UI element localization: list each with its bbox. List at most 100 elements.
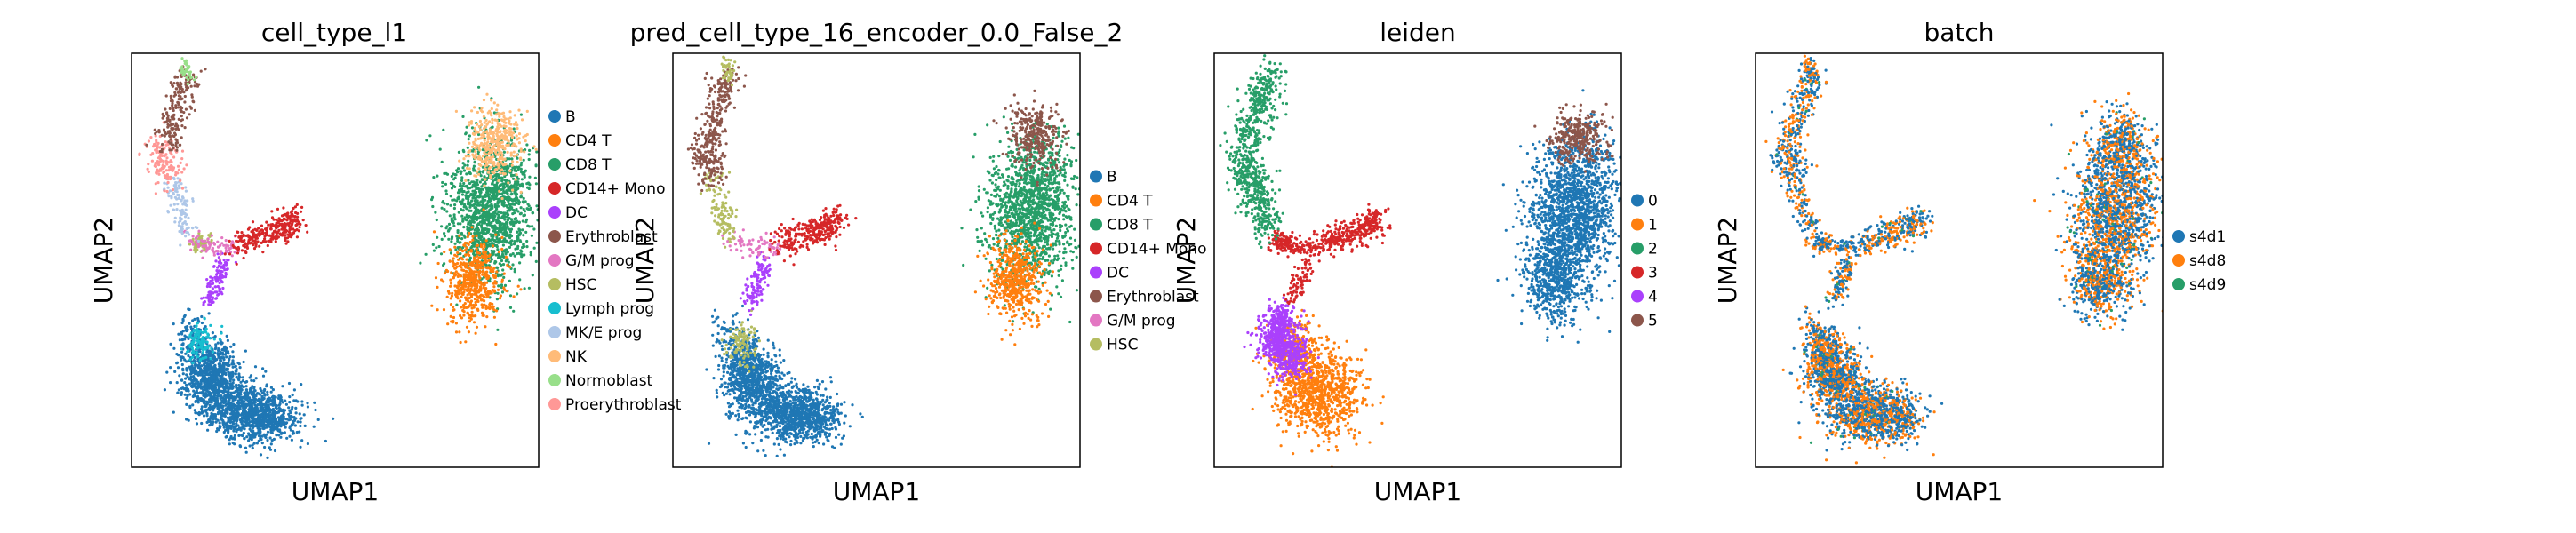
point xyxy=(251,220,255,224)
point xyxy=(210,378,213,381)
point xyxy=(238,386,242,389)
point xyxy=(516,167,520,171)
point xyxy=(447,237,451,241)
point xyxy=(185,222,188,226)
point xyxy=(169,138,172,141)
point xyxy=(528,148,532,152)
point xyxy=(449,203,452,207)
point xyxy=(211,371,215,375)
point xyxy=(499,171,502,175)
point xyxy=(219,358,222,362)
point xyxy=(474,303,478,306)
point xyxy=(240,422,244,426)
point xyxy=(473,210,476,213)
point xyxy=(229,382,233,386)
point xyxy=(280,398,284,402)
point xyxy=(185,418,188,421)
point xyxy=(282,213,285,217)
point xyxy=(440,160,444,163)
point xyxy=(478,195,482,198)
point xyxy=(204,239,207,243)
point xyxy=(492,111,497,115)
point xyxy=(220,265,225,268)
point xyxy=(212,409,215,412)
point xyxy=(299,424,302,428)
point xyxy=(196,84,200,88)
point xyxy=(482,200,485,203)
point xyxy=(487,147,491,151)
point xyxy=(519,190,523,194)
point xyxy=(292,218,295,221)
point xyxy=(515,173,518,177)
point xyxy=(205,278,209,282)
point xyxy=(166,125,170,129)
point xyxy=(508,133,512,137)
point xyxy=(263,387,267,392)
point xyxy=(187,216,190,219)
point xyxy=(314,408,317,412)
point xyxy=(192,73,196,76)
point xyxy=(251,419,254,423)
point xyxy=(522,243,525,246)
point xyxy=(173,370,177,373)
point xyxy=(520,161,524,164)
point xyxy=(456,239,460,243)
point xyxy=(477,167,481,171)
point xyxy=(487,213,491,217)
point xyxy=(265,230,268,234)
point xyxy=(221,421,225,425)
point xyxy=(266,390,269,394)
point xyxy=(303,424,307,427)
point xyxy=(244,446,248,449)
point xyxy=(190,95,194,99)
point xyxy=(292,227,295,231)
point xyxy=(543,139,546,141)
point xyxy=(431,204,435,209)
point xyxy=(500,155,504,159)
point xyxy=(174,104,178,107)
point xyxy=(255,432,259,435)
point xyxy=(515,196,518,200)
point xyxy=(210,238,213,243)
point xyxy=(168,146,172,149)
point xyxy=(464,155,468,158)
point xyxy=(226,421,229,425)
point xyxy=(476,132,481,137)
point xyxy=(147,170,150,173)
point xyxy=(444,189,448,193)
point xyxy=(172,108,175,113)
point xyxy=(228,355,232,359)
point xyxy=(174,173,178,177)
point xyxy=(180,362,184,367)
point xyxy=(461,209,465,212)
point xyxy=(205,362,210,365)
point xyxy=(495,245,499,249)
point xyxy=(241,401,244,404)
point xyxy=(166,180,170,185)
point xyxy=(196,395,199,399)
point xyxy=(487,237,491,241)
point xyxy=(454,248,458,251)
point xyxy=(185,116,189,120)
point xyxy=(274,240,277,243)
point xyxy=(223,268,227,272)
point xyxy=(261,239,265,243)
point xyxy=(220,281,224,284)
point xyxy=(477,222,481,227)
point xyxy=(480,110,484,114)
point xyxy=(499,137,502,140)
point xyxy=(245,390,249,394)
point xyxy=(206,345,210,348)
point xyxy=(474,149,477,154)
point xyxy=(501,187,505,191)
point xyxy=(480,107,484,110)
point xyxy=(491,131,495,134)
point xyxy=(516,138,519,141)
point xyxy=(192,337,196,340)
point xyxy=(207,246,211,250)
point xyxy=(517,141,522,145)
point xyxy=(470,199,474,203)
point xyxy=(184,107,188,111)
point xyxy=(508,279,512,282)
point xyxy=(180,386,183,390)
